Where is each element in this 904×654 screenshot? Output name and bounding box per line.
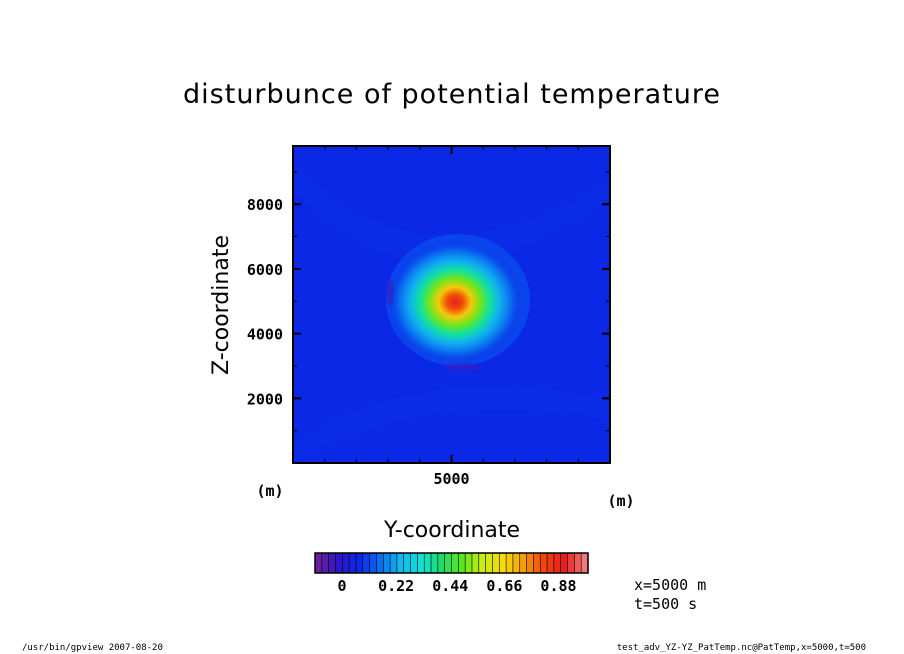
colorbar-cell bbox=[505, 552, 514, 574]
y-tick-label: 6000 bbox=[247, 261, 283, 279]
colorbar-cell bbox=[458, 552, 466, 574]
colorbar-cell bbox=[451, 552, 459, 574]
colorbar-cell bbox=[430, 552, 439, 574]
colorbar-cell bbox=[355, 552, 364, 574]
colorbar-cell bbox=[423, 552, 432, 574]
colorbar-cell bbox=[560, 552, 569, 574]
time-label: t=500 s bbox=[634, 595, 697, 613]
y-axis-title: Z-coordinate bbox=[209, 235, 234, 375]
colorbar-cell bbox=[567, 552, 575, 574]
chart-title: disturbunce of potential temperature bbox=[183, 79, 721, 110]
colorbar-cell bbox=[533, 552, 541, 574]
colorbar-cell bbox=[314, 552, 323, 574]
colorbar-cell bbox=[574, 552, 582, 574]
colorbar-tick-label: 0.22 bbox=[378, 577, 414, 595]
x-axis: 5000 bbox=[324, 146, 579, 488]
colorbar-cell bbox=[369, 552, 378, 574]
colorbar-tick-label: 0.66 bbox=[486, 577, 522, 595]
field-band bbox=[293, 160, 610, 263]
colorbar-cell bbox=[519, 552, 528, 574]
colorbar-cell bbox=[362, 552, 371, 574]
colorbar-tick-label: 0.44 bbox=[432, 577, 468, 595]
colorbar-tick-label: 0 bbox=[338, 577, 347, 595]
colorbar-cell bbox=[539, 552, 548, 574]
footer-left: /usr/bin/gpview 2007-08-20 bbox=[22, 643, 163, 653]
colorbar-cell bbox=[382, 552, 391, 574]
colorbar-cell bbox=[553, 552, 562, 574]
colorbar-cell bbox=[444, 552, 453, 574]
colorbar-cell bbox=[512, 552, 521, 574]
colorbar-cell bbox=[335, 552, 343, 574]
colorbar-cell bbox=[417, 552, 425, 574]
y-tick-label: 8000 bbox=[247, 196, 283, 214]
colorbar-cell bbox=[546, 552, 555, 574]
position-label: x=5000 m bbox=[634, 576, 706, 594]
colorbar-cell bbox=[348, 552, 357, 574]
colorbar-cell bbox=[478, 552, 487, 574]
colorbar-cell bbox=[464, 552, 473, 574]
colorbar-cell bbox=[321, 552, 330, 574]
heatmap-field bbox=[293, 146, 610, 463]
colorbar: 0 0.22 0.44 0.66 0.88 bbox=[314, 552, 589, 595]
colorbar-cell bbox=[526, 552, 535, 574]
field-negative bbox=[445, 363, 481, 371]
colorbar-tick-label: 0.88 bbox=[540, 577, 576, 595]
x-axis-unit: (m) bbox=[607, 492, 634, 510]
colorbar-cell bbox=[376, 552, 384, 574]
colorbar-cell bbox=[396, 552, 405, 574]
y-tick-label: 2000 bbox=[247, 390, 283, 408]
colorbar-cell bbox=[410, 552, 418, 574]
x-tick-label: 5000 bbox=[433, 470, 469, 488]
colorbar-cell bbox=[492, 552, 500, 574]
y-axis: 2000 4000 6000 8000 bbox=[247, 171, 610, 432]
colorbar-cell bbox=[437, 552, 446, 574]
colorbar-cell bbox=[403, 552, 412, 574]
x-axis-title: Y-coordinate bbox=[383, 518, 520, 543]
field-negative bbox=[386, 278, 394, 306]
colorbar-frame bbox=[314, 552, 589, 574]
colorbar-cell bbox=[498, 552, 507, 574]
colorbar-cell bbox=[580, 552, 589, 574]
y-axis-unit: (m) bbox=[256, 482, 283, 500]
field-band bbox=[293, 386, 610, 463]
colorbar-cell bbox=[341, 552, 350, 574]
colorbar-cell bbox=[389, 552, 398, 574]
footer-right: test_adv_YZ-YZ_PatTemp.nc@PatTemp,x=5000… bbox=[617, 643, 866, 653]
y-tick-label: 4000 bbox=[247, 326, 283, 344]
colorbar-cell bbox=[485, 552, 494, 574]
field-blob bbox=[387, 240, 523, 364]
colorbar-cell bbox=[328, 552, 337, 574]
colorbar-cell bbox=[471, 552, 480, 574]
